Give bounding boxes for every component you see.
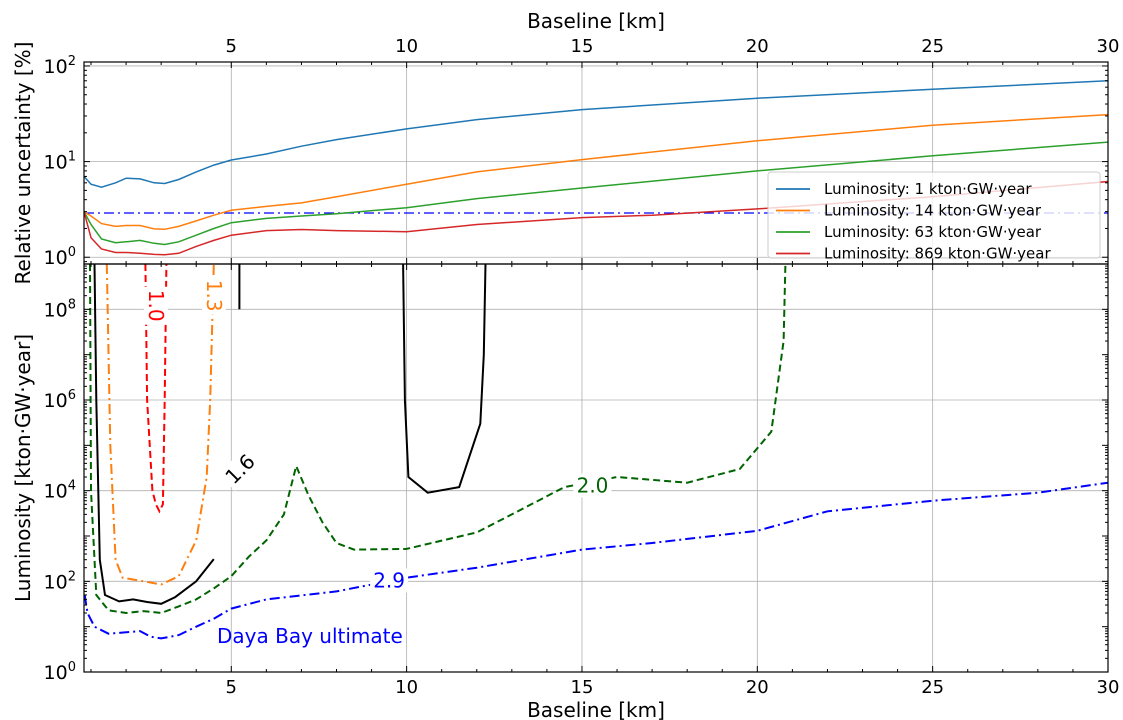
bottom-ylabel: Luminosity [kton·GW·year]	[11, 334, 35, 602]
contour-label-group-2.0: 2.0	[573, 473, 612, 498]
contour-label-2.9: 2.9	[373, 568, 405, 592]
legend-box	[767, 171, 1101, 259]
daya-bay-annotation: Daya Bay ultimate	[217, 624, 403, 648]
top-plot-area	[84, 80, 1108, 256]
series-line-2	[84, 113, 1108, 231]
contour-1.6-segment-1	[93, 264, 215, 605]
bottom-axes-frame	[83, 263, 1109, 673]
series-line-1	[84, 80, 1108, 188]
contour-label-group-2.9: 2.9	[370, 568, 409, 593]
legend-label-3: Luminosity: 63 kton·GW·year	[824, 223, 1042, 241]
top-xlabel: Baseline [km]	[527, 9, 665, 33]
series-line-4	[84, 180, 1108, 256]
legend-label-1: Luminosity: 1 kton·GW·year	[824, 180, 1032, 198]
top-ytick-label: 102	[44, 54, 76, 78]
top-xtick-label: 20	[746, 36, 769, 57]
contour-label-1.3: 1.3	[202, 280, 226, 312]
legend: Luminosity: 1 kton·GW·year Luminosity: 14…	[767, 171, 1101, 263]
contour-label-2.0: 2.0	[577, 474, 609, 498]
bottom-plot-area: 1.0 1.3 1.6 2.0 2.9	[84, 264, 1108, 640]
top-xtick-label: 15	[571, 36, 594, 57]
contour-label-1.0: 1.0	[144, 290, 168, 322]
bottom-xtick-label: 25	[921, 677, 944, 698]
contour-label-bg	[143, 286, 168, 325]
contour-label-group-1.3: 1.3	[201, 276, 226, 315]
legend-label-4: Luminosity: 869 kton·GW·year	[824, 245, 1051, 263]
contour-label-bg	[218, 447, 263, 491]
bottom-xtick-label: 10	[395, 677, 418, 698]
top-xtick-label: 30	[1097, 36, 1120, 57]
legend-label-2: Luminosity: 14 kton·GW·year	[824, 202, 1042, 220]
contour-label-bg	[201, 276, 226, 315]
contour-label-group-1.0: 1.0	[143, 286, 168, 325]
contour-label-1.6: 1.6	[220, 449, 259, 488]
contour-label-bg	[573, 473, 612, 498]
bottom-xlabel: Baseline [km]	[527, 698, 665, 720]
bottom-ytick-label: 108	[44, 297, 76, 321]
top-xtick-label: 5	[226, 36, 237, 57]
contour-1.0-segment-1	[144, 264, 168, 514]
top-xtick-label: 10	[395, 36, 418, 57]
contour-2.0-segment-1	[89, 264, 787, 615]
contour-2.9-segment-1	[84, 481, 1108, 640]
contour-label-bg	[370, 568, 409, 593]
contour-label-group-1.6: 1.6	[218, 447, 263, 491]
top-ytick-label: 100	[44, 245, 76, 269]
top-xtick-label: 25	[921, 36, 944, 57]
axis-ticks: 5 5 10 10 15 15 20 20 25 25 30 30 100 101 102 100 102 104…	[44, 36, 1120, 698]
contour-1.3-segment-1	[105, 264, 215, 586]
top-ylabel: Relative uncertainty [%]	[11, 42, 35, 285]
bottom-xtick-label: 15	[571, 677, 594, 698]
bottom-ytick-label: 106	[44, 388, 76, 412]
top-ytick-label: 101	[44, 150, 76, 174]
contour-1.6-segment-3	[402, 264, 487, 494]
bottom-ytick-label: 102	[44, 569, 76, 593]
bottom-xtick-label: 30	[1097, 677, 1120, 698]
bottom-ytick-label: 100	[44, 660, 76, 684]
series-line-3	[84, 141, 1108, 246]
bottom-ytick-label: 104	[44, 479, 76, 503]
bottom-xtick-label: 5	[226, 677, 237, 698]
bottom-xtick-label: 20	[746, 677, 769, 698]
